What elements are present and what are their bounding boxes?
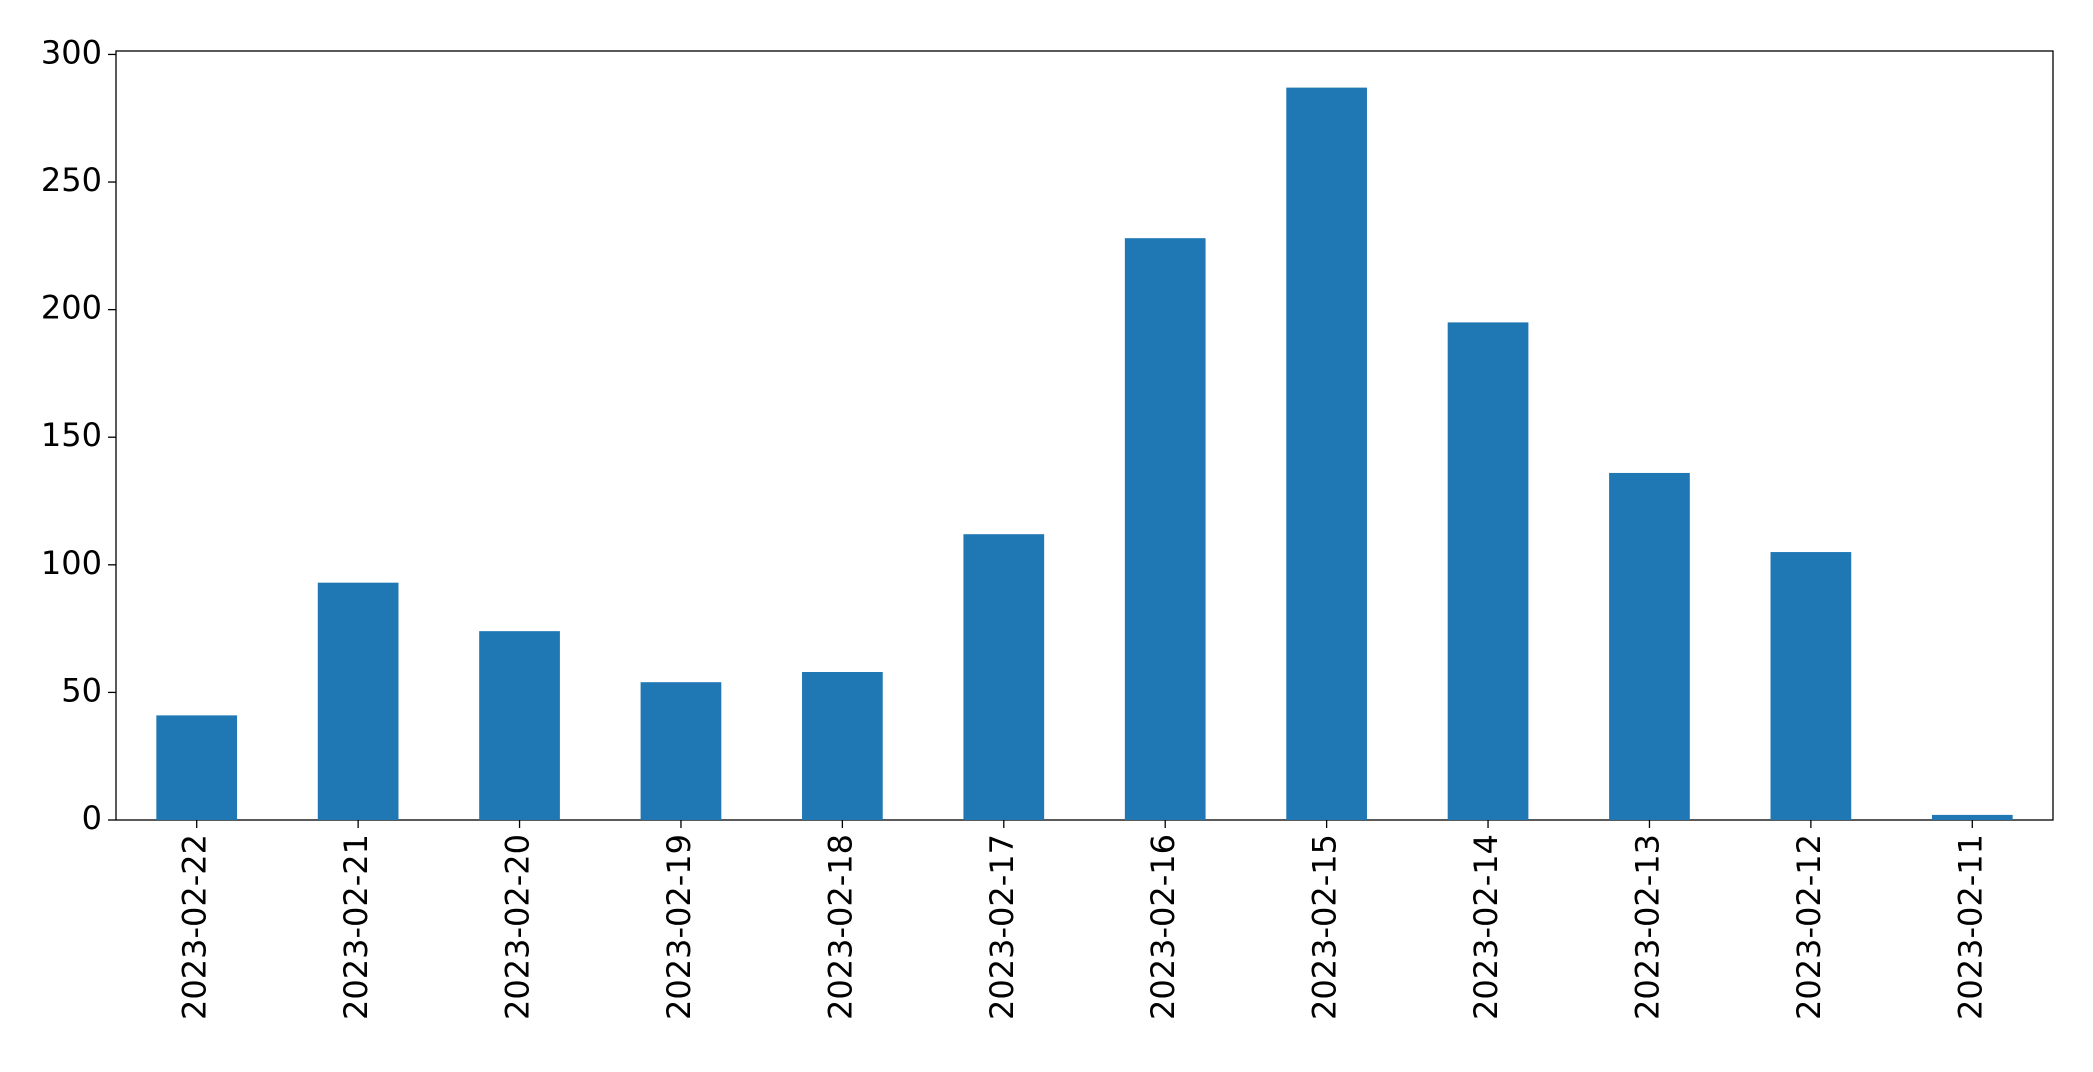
x-tick-label: 2023-02-22 xyxy=(176,834,214,1020)
y-tick-label: 50 xyxy=(61,671,102,709)
x-tick-label: 2023-02-12 xyxy=(1790,834,1828,1020)
x-tick-label: 2023-02-17 xyxy=(983,834,1021,1020)
x-tick-label: 2023-02-15 xyxy=(1306,834,1344,1020)
x-tick-label: 2023-02-11 xyxy=(1951,834,1989,1020)
y-tick-label: 300 xyxy=(41,33,102,71)
bar xyxy=(963,534,1045,820)
y-tick-label: 250 xyxy=(41,161,102,199)
x-tick-label: 2023-02-18 xyxy=(821,834,859,1020)
bar xyxy=(1124,238,1206,820)
bar xyxy=(1770,552,1852,820)
x-tick-label: 2023-02-19 xyxy=(660,834,698,1020)
bar xyxy=(1609,472,1690,820)
bar xyxy=(156,715,238,820)
bar xyxy=(1931,814,2013,820)
x-tick-label: 2023-02-16 xyxy=(1144,834,1182,1020)
y-tick-label: 0 xyxy=(82,799,102,837)
bar xyxy=(317,582,399,820)
x-tick-label: 2023-02-13 xyxy=(1628,834,1666,1020)
x-tick-label: 2023-02-20 xyxy=(499,834,537,1020)
x-tick-label: 2023-02-21 xyxy=(337,834,375,1020)
plot-frame xyxy=(115,50,2054,821)
bar xyxy=(479,631,560,820)
bar xyxy=(640,682,722,820)
y-tick-label: 150 xyxy=(41,416,102,454)
bar xyxy=(1286,87,1367,821)
x-tick-label: 2023-02-14 xyxy=(1467,834,1505,1020)
y-tick-label: 100 xyxy=(41,544,102,582)
bar xyxy=(1447,322,1529,820)
bar xyxy=(802,671,883,820)
y-tick-label: 200 xyxy=(41,289,102,327)
